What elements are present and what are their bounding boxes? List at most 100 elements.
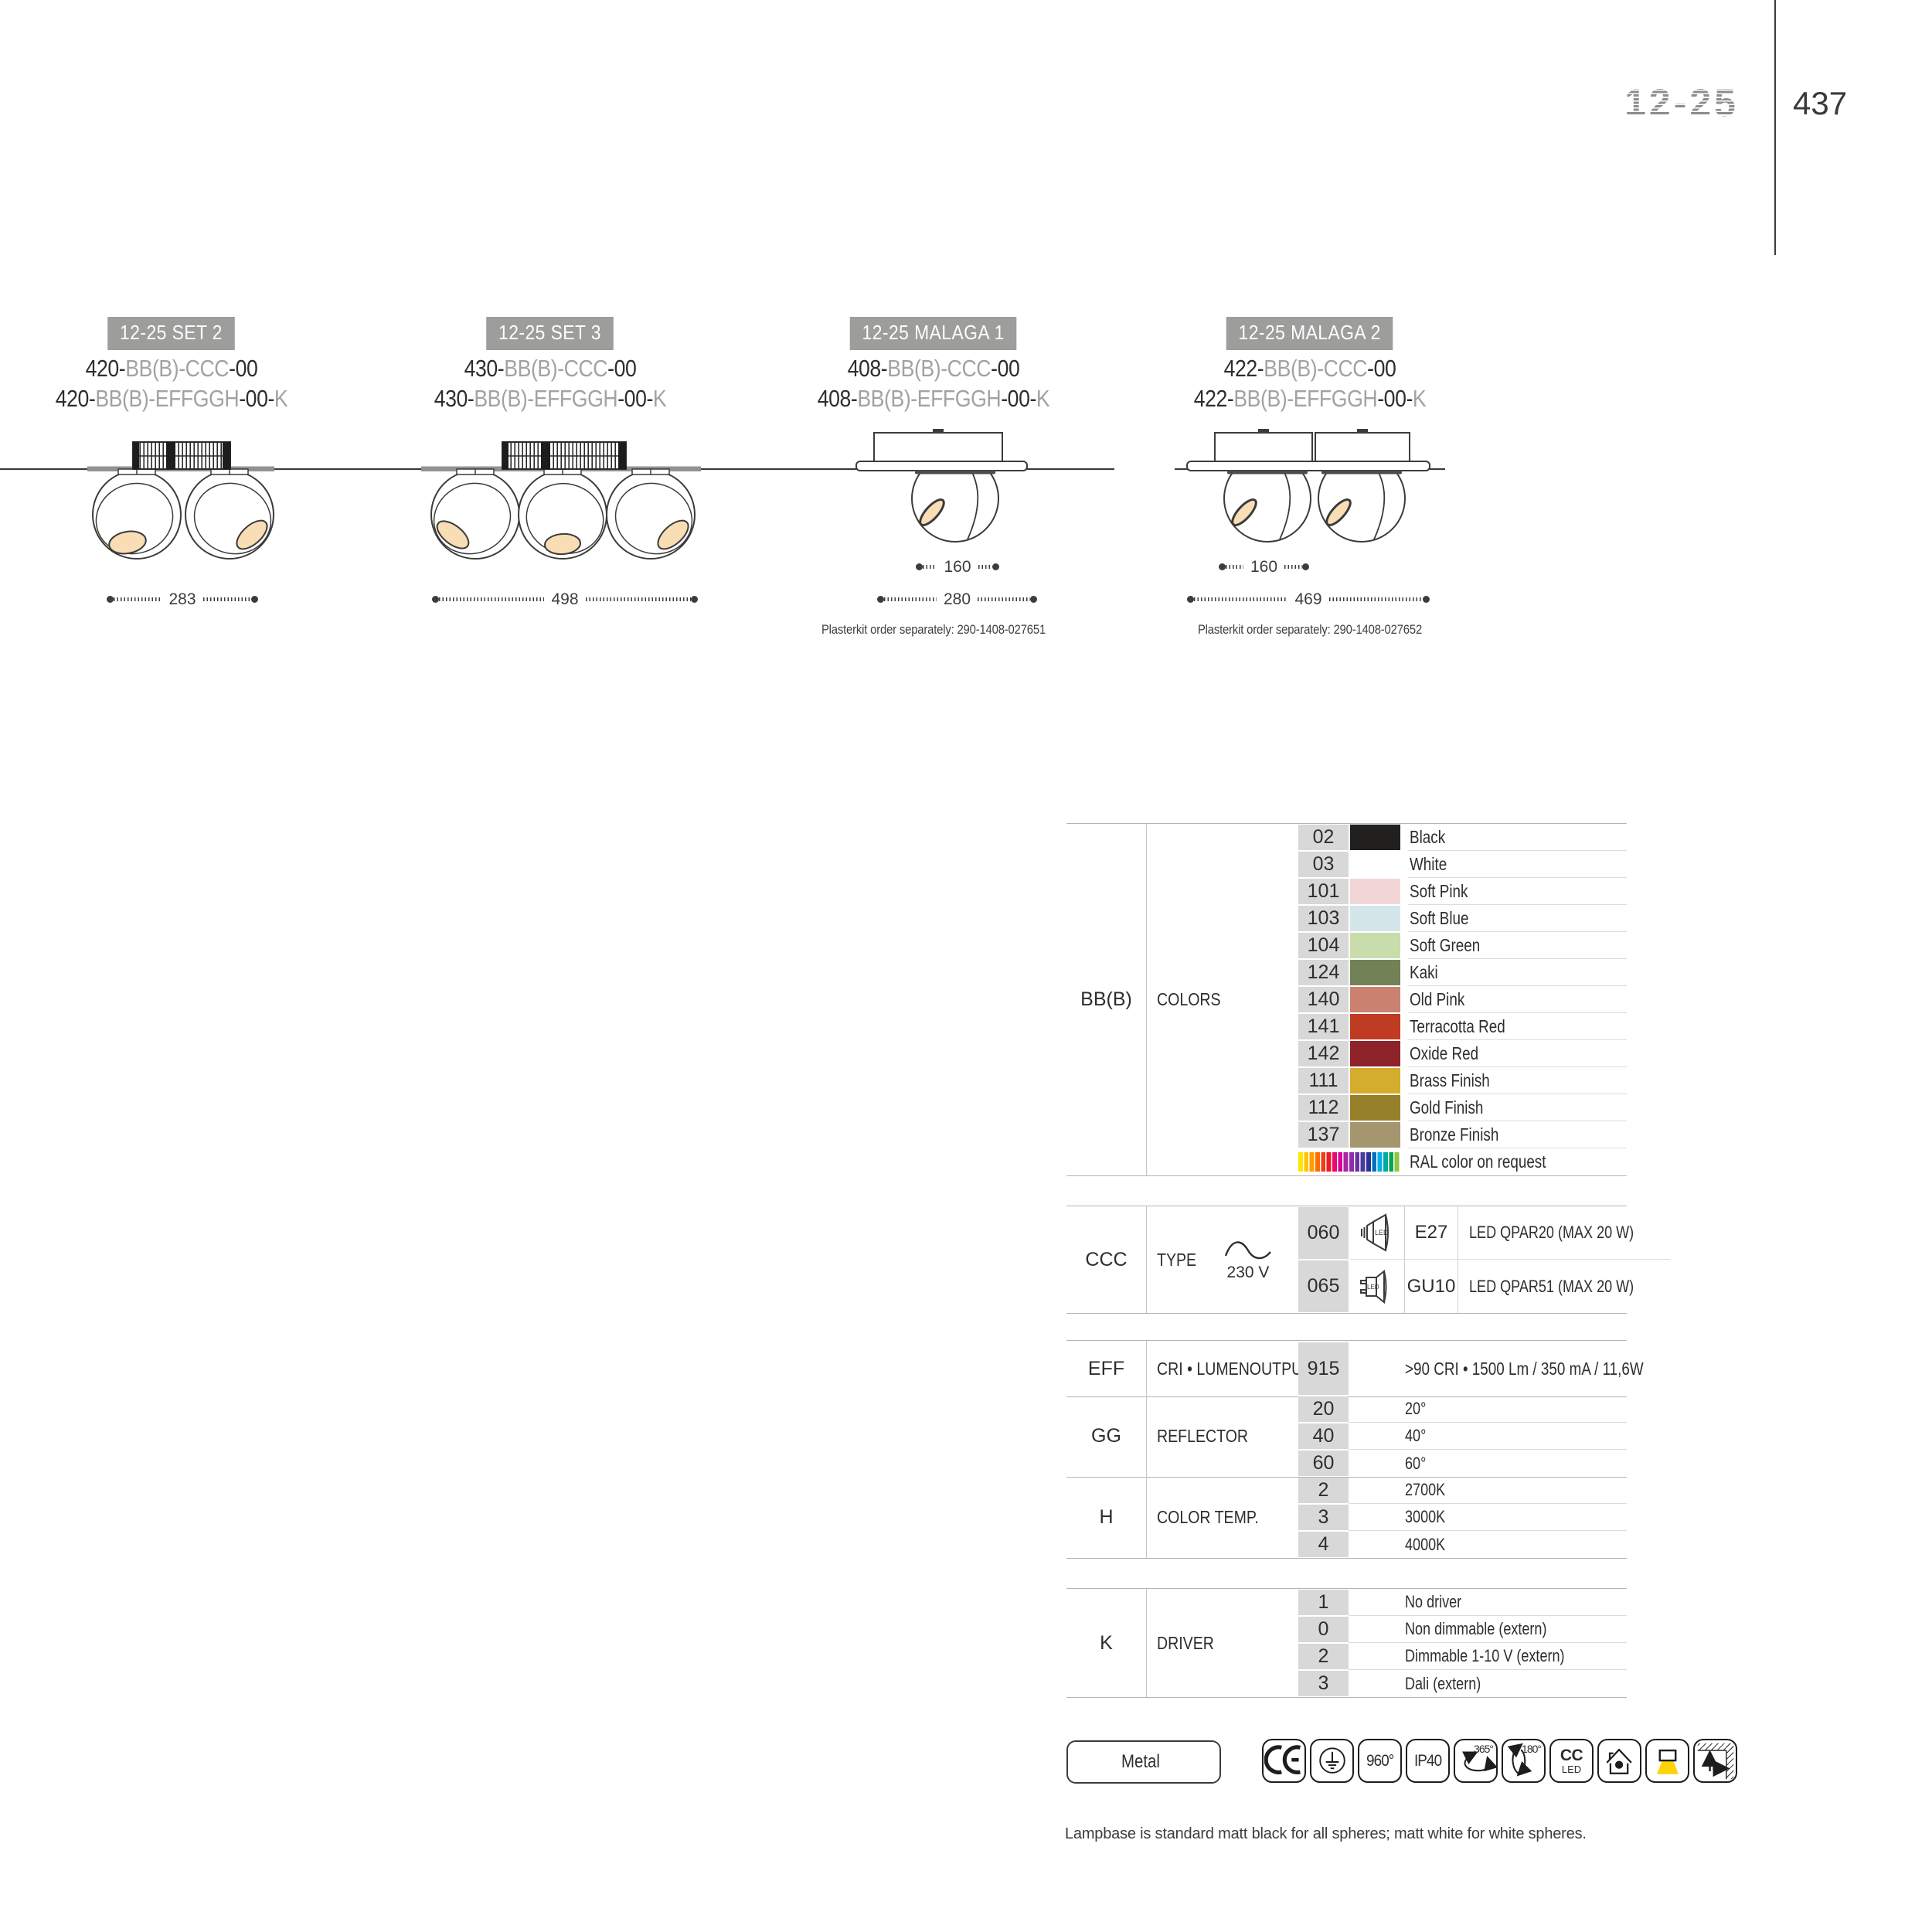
color-swatch (1350, 852, 1400, 877)
type-row: 065 LED GU10 LED QPAR51 (MAX 20 W) (1298, 1260, 1634, 1313)
attribute-label: COLORS (1157, 989, 1221, 1009)
color-row: 104 Soft Green (1298, 932, 1627, 959)
malaga2-drawing (1186, 429, 1430, 543)
color-name: Black (1408, 824, 1627, 851)
color-row: 103 Soft Blue (1298, 905, 1627, 932)
type-code: 065 (1298, 1260, 1349, 1312)
color-row: 101 Soft Pink (1298, 878, 1627, 905)
column-divider (1146, 1477, 1147, 1558)
color-swatch (1350, 1014, 1400, 1039)
color-temp-row: 4 4000K (1298, 1531, 1627, 1558)
product-malaga2-header: 12-25 MALAGA 2 422-BB(B)-CCC-00 422-BB(B… (1109, 317, 1511, 413)
color-name: Oxide Red (1408, 1040, 1627, 1067)
color-swatch (1350, 960, 1400, 985)
color-code: 137 (1298, 1122, 1349, 1148)
voltage-label: 230 V (1226, 1264, 1270, 1281)
spec-section-colors: BB(B) COLORS 02 Black 03 White 101 Soft Pin… (1066, 823, 1627, 1176)
color-name: Soft Pink (1408, 878, 1627, 905)
ral-note: RAL color on request (1410, 1151, 1546, 1172)
color-name: Soft Blue (1408, 905, 1627, 932)
color-temp-row: 2 2700K (1298, 1477, 1627, 1504)
column-divider (1146, 1396, 1147, 1477)
malaga1-drawing (855, 429, 1028, 543)
catalog-code: 12-25 (1507, 80, 1739, 125)
color-name: Old Pink (1408, 986, 1627, 1013)
ip-rating-icon: IP40 (1406, 1739, 1450, 1783)
type-code: 060 (1298, 1207, 1349, 1259)
eff-desc: >90 CRI • 1500 Lm / 350 mA / 11,6W (1405, 1358, 1644, 1379)
cc-led-icon: CC LED (1549, 1739, 1594, 1783)
svg-text:LED: LED (1375, 1229, 1389, 1236)
color-name: Brass Finish (1408, 1067, 1627, 1094)
spec-section-type: CCC TYPE 230 V 060 LED E27 LED QPAR20 (M… (1066, 1206, 1670, 1314)
spec-section-reflector: GG REFLECTOR 20 20° 40 40° 60 60° (1066, 1396, 1627, 1478)
color-code: 104 (1298, 933, 1349, 958)
code-group-label: CCC (1085, 1248, 1128, 1270)
color-row: 111 Brass Finish (1298, 1067, 1627, 1094)
attribute-label: DRIVER (1157, 1632, 1214, 1653)
svg-text:LED: LED (1367, 1284, 1379, 1291)
type-row: 060 LED E27 LED QPAR20 (MAX 20 W) (1298, 1206, 1670, 1260)
product-drawings (0, 429, 1445, 566)
driver-row: 0 Non dimmable (extern) (1298, 1616, 1627, 1643)
mounting-surface-icon (1693, 1739, 1737, 1783)
product-badge: 12-25 MALAGA 2 (1226, 317, 1393, 350)
product-code-line: 408-BB(B)-EFFGGH-00-K (817, 385, 1050, 412)
driver-row: 2 Dimmable 1-10 V (extern) (1298, 1643, 1627, 1670)
color-code: 124 (1298, 960, 1349, 985)
column-divider (1146, 1589, 1147, 1697)
product-badge: 12-25 MALAGA 1 (850, 317, 1017, 350)
color-name: Soft Green (1408, 932, 1627, 959)
product-code-line: 430-BB(B)-EFFGGH-00-K (434, 385, 667, 412)
color-row: 142 Oxide Red (1298, 1040, 1627, 1067)
spec-section-driver: K DRIVER 1 No driver 0 Non dimmable (exter… (1066, 1588, 1627, 1698)
color-swatch (1350, 1122, 1400, 1148)
plasterkit-note-malaga2: Plasterkit order separately: 290-1408-02… (1197, 623, 1423, 637)
spec-section-color-temp: H COLOR TEMP. 2 2700K 3 3000K 4 4000K (1066, 1477, 1627, 1559)
product-badge: 12-25 SET 3 (486, 317, 614, 350)
color-swatch (1350, 933, 1400, 958)
sine-wave-icon (1224, 1241, 1271, 1260)
certification-icons: 960° IP40 365° 180° CC LED (1262, 1739, 1737, 1783)
socket-label: GU10 (1404, 1260, 1458, 1313)
earth-ground-icon (1310, 1739, 1354, 1783)
code-group-label: EFF (1087, 1357, 1125, 1379)
color-name: Gold Finish (1408, 1094, 1627, 1121)
column-divider (1146, 1341, 1147, 1396)
product-code-line: 422-BB(B)-EFFGGH-00-K (1193, 385, 1427, 412)
indoor-use-icon (1597, 1739, 1641, 1783)
color-code: 101 (1298, 879, 1349, 904)
dimension-malaga2-cutout: 160 (1219, 559, 1310, 575)
column-divider (1146, 1206, 1147, 1313)
color-name: Kaki (1408, 959, 1627, 986)
color-code: 03 (1298, 852, 1349, 877)
reflector-row: 40 40° (1298, 1423, 1627, 1450)
direct-light-icon (1645, 1739, 1689, 1783)
product-code-line: 408-BB(B)-CCC-00 (847, 355, 1020, 382)
temperature-rating-icon: 960° (1358, 1739, 1402, 1783)
color-row: 140 Old Pink (1298, 986, 1627, 1013)
dimension-malaga1-width: 280 (877, 591, 1038, 607)
dimension-malaga1-cutout: 160 (916, 559, 1000, 575)
product-code-line: 430-BB(B)-CCC-00 (464, 355, 637, 382)
code-group-label: H (1099, 1506, 1114, 1528)
product-code-line: 420-BB(B)-CCC-00 (85, 355, 258, 382)
material-badge: Metal (1066, 1740, 1221, 1784)
header-divider (1774, 0, 1776, 255)
code-group-label: BB(B) (1080, 988, 1132, 1010)
ral-row: RAL color on request (1298, 1148, 1627, 1175)
color-row: 124 Kaki (1298, 959, 1627, 986)
color-swatch (1350, 825, 1400, 850)
color-row: 02 Black (1298, 824, 1627, 851)
color-code: 141 (1298, 1014, 1349, 1039)
color-swatch (1350, 987, 1400, 1012)
ce-mark-icon (1262, 1739, 1306, 1783)
product-badge: 12-25 SET 2 (107, 317, 236, 350)
color-temp-row: 3 3000K (1298, 1504, 1627, 1531)
product-code-line: 422-BB(B)-CCC-00 (1223, 355, 1396, 382)
color-code: 140 (1298, 987, 1349, 1012)
driver-row: 3 Dali (extern) (1298, 1670, 1627, 1697)
code-group-label: GG (1091, 1425, 1121, 1447)
color-swatch (1350, 1095, 1400, 1121)
plasterkit-note-malaga1: Plasterkit order separately: 290-1408-02… (821, 623, 1046, 637)
